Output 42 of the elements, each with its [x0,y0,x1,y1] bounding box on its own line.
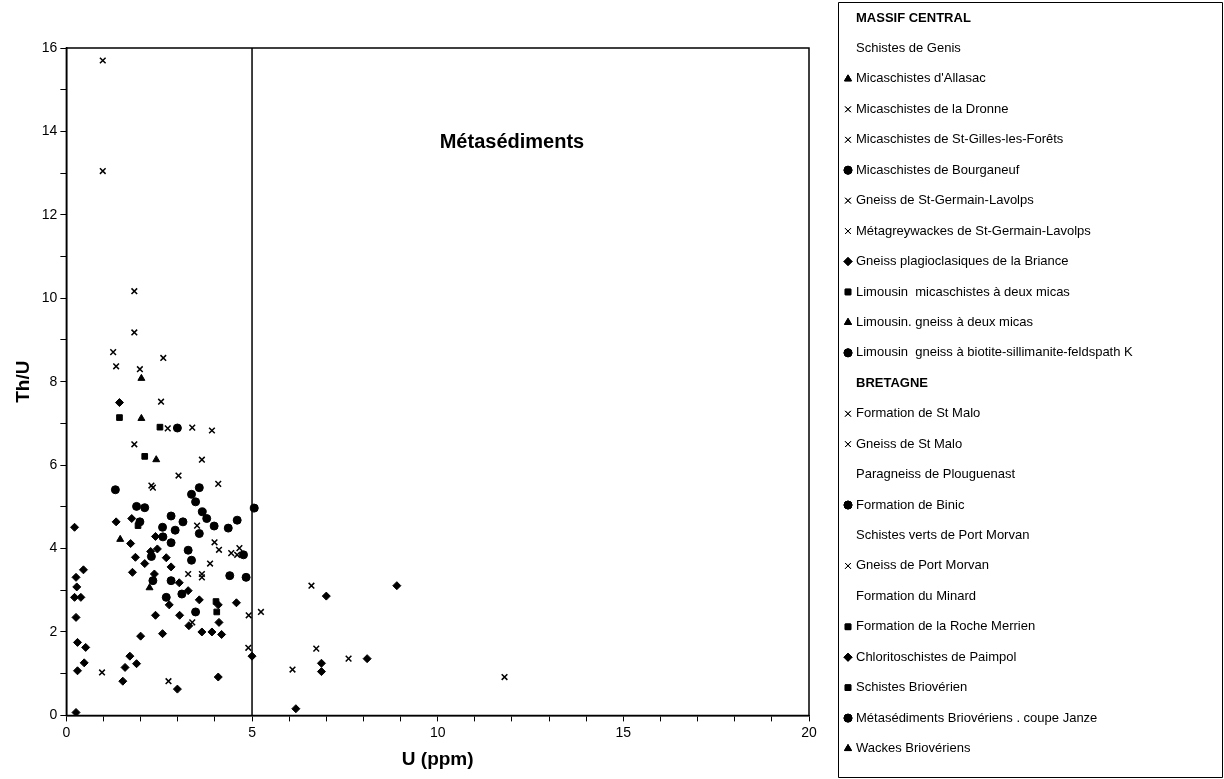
legend-label: Schistes verts de Port Morvan [856,527,1030,543]
legend-label: Micaschistes de la Dronne [856,100,1009,116]
legend-label: Micaschistes d'Allasac [856,70,987,86]
text: BRETAGNE [856,374,929,390]
legend-label: Micaschistes de St-Gilles-les-Forêts [856,131,1064,147]
x-tick-label: 15 [615,723,632,740]
text: MASSIF CENTRAL [856,9,971,25]
y-tick-label: 6 [49,455,58,472]
x-tick-label: 0 [62,723,71,740]
annotation: Métasédiments [439,130,585,153]
y-tick-label: 2 [49,622,58,639]
legend-label: Wackes Briovériens [856,740,971,756]
legend-label: Gneiss de St Malo [856,435,963,451]
legend-label: Métagreywackes de St-Germain-Lavolps [856,222,1092,238]
y-tick-label: 0 [49,706,58,723]
x-axis-title: U (ppm) [401,747,474,769]
y-tick-label: 12 [41,205,58,222]
legend-label: Schistes de Genis [856,40,962,56]
legend-label: Formation de Binic [856,496,965,512]
y-tick-label: 8 [49,372,58,389]
y-tick-label: 10 [41,289,58,306]
legend-label: Paragneiss de Plouguenast [856,466,1016,482]
x-tick-label: 5 [248,723,257,740]
x-tick-label: 20 [801,723,817,740]
y-tick-label: 4 [49,539,58,556]
legend-label: Gneiss de Port Morvan [856,557,989,573]
legend-label: Formation de St Malo [856,405,981,421]
legend-label: Chloritoschistes de Paimpol [856,648,1017,664]
x-tick-label: 10 [429,723,446,740]
legend-label: Micaschistes de Bourganeuf [856,161,1020,177]
legend-label: Limousin. gneiss à deux micas [856,313,1034,329]
legend-label: Formation du Minard [856,587,976,603]
legend-label: Gneiss de St-Germain-Lavolps [856,192,1035,208]
legend-label: Limousin gneiss à biotite-sillimanite-feldspath K [856,344,1134,360]
y-tick-label: 14 [41,122,58,139]
y-axis-title: Th/U [11,360,33,403]
legend-label: Formation de la Roche Merrien [856,618,1036,634]
legend-label: Gneiss plagioclasiques de la Briance [856,253,1069,269]
legend-label: Schistes Briovérien [856,679,968,695]
legend-label: Métasédiments Briovériens . coupe Janze [856,709,1098,725]
y-tick-label: 16 [41,38,58,55]
legend-label: Limousin micaschistes à deux micas [856,283,1071,299]
